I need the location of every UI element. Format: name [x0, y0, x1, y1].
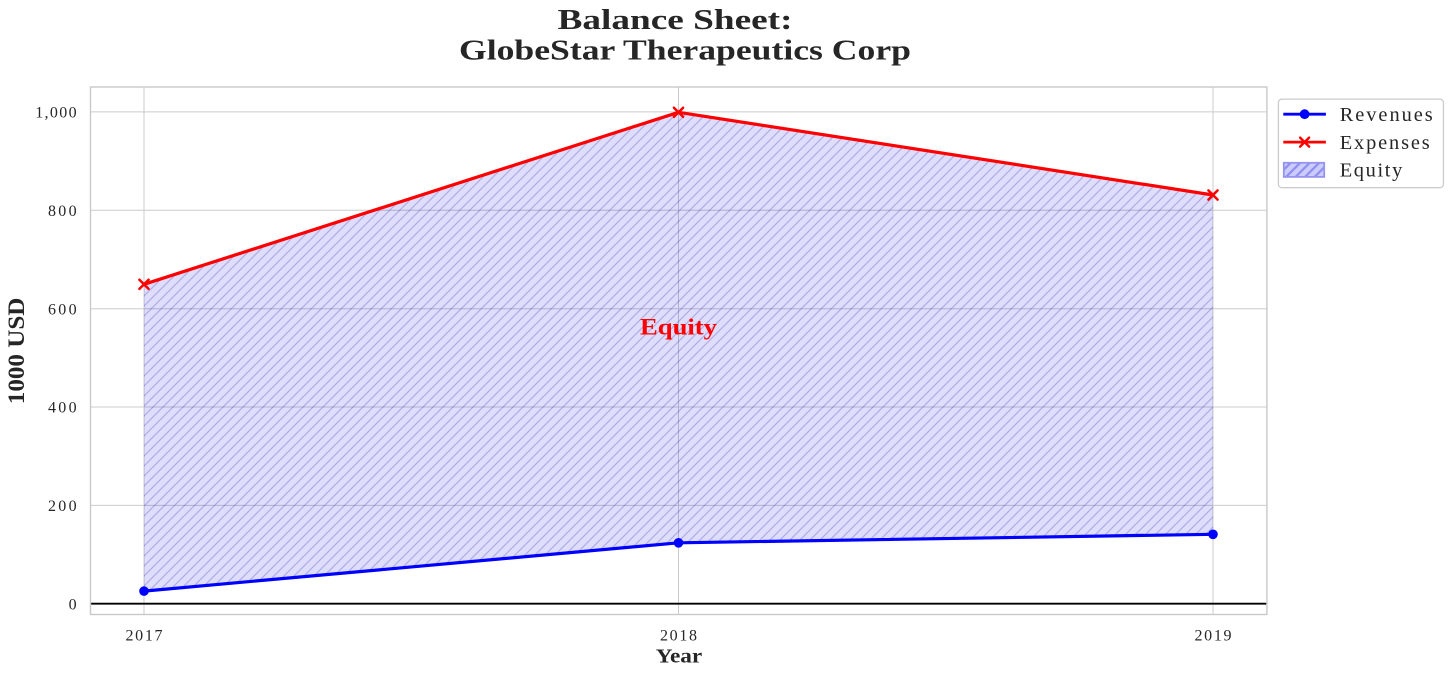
svg-text:400: 400: [48, 400, 77, 417]
svg-text:GlobeStar Therapeutics Corp: GlobeStar Therapeutics Corp: [459, 34, 911, 66]
svg-text:200: 200: [48, 498, 77, 515]
svg-text:Balance Sheet:: Balance Sheet:: [558, 4, 793, 36]
svg-text:1,000: 1,000: [35, 105, 76, 122]
svg-text:0: 0: [69, 596, 77, 613]
svg-text:1000 USD: 1000 USD: [4, 298, 29, 405]
svg-text:800: 800: [48, 203, 77, 220]
svg-text:Expenses: Expenses: [1340, 132, 1430, 154]
svg-text:Equity: Equity: [1340, 160, 1403, 182]
svg-text:Revenues: Revenues: [1340, 104, 1433, 126]
svg-text:Equity: Equity: [640, 315, 718, 340]
svg-text:600: 600: [48, 301, 77, 318]
svg-text:2017: 2017: [126, 627, 163, 644]
svg-text:2019: 2019: [1195, 627, 1232, 644]
svg-text:2018: 2018: [660, 627, 697, 644]
svg-text:Year: Year: [656, 645, 703, 667]
